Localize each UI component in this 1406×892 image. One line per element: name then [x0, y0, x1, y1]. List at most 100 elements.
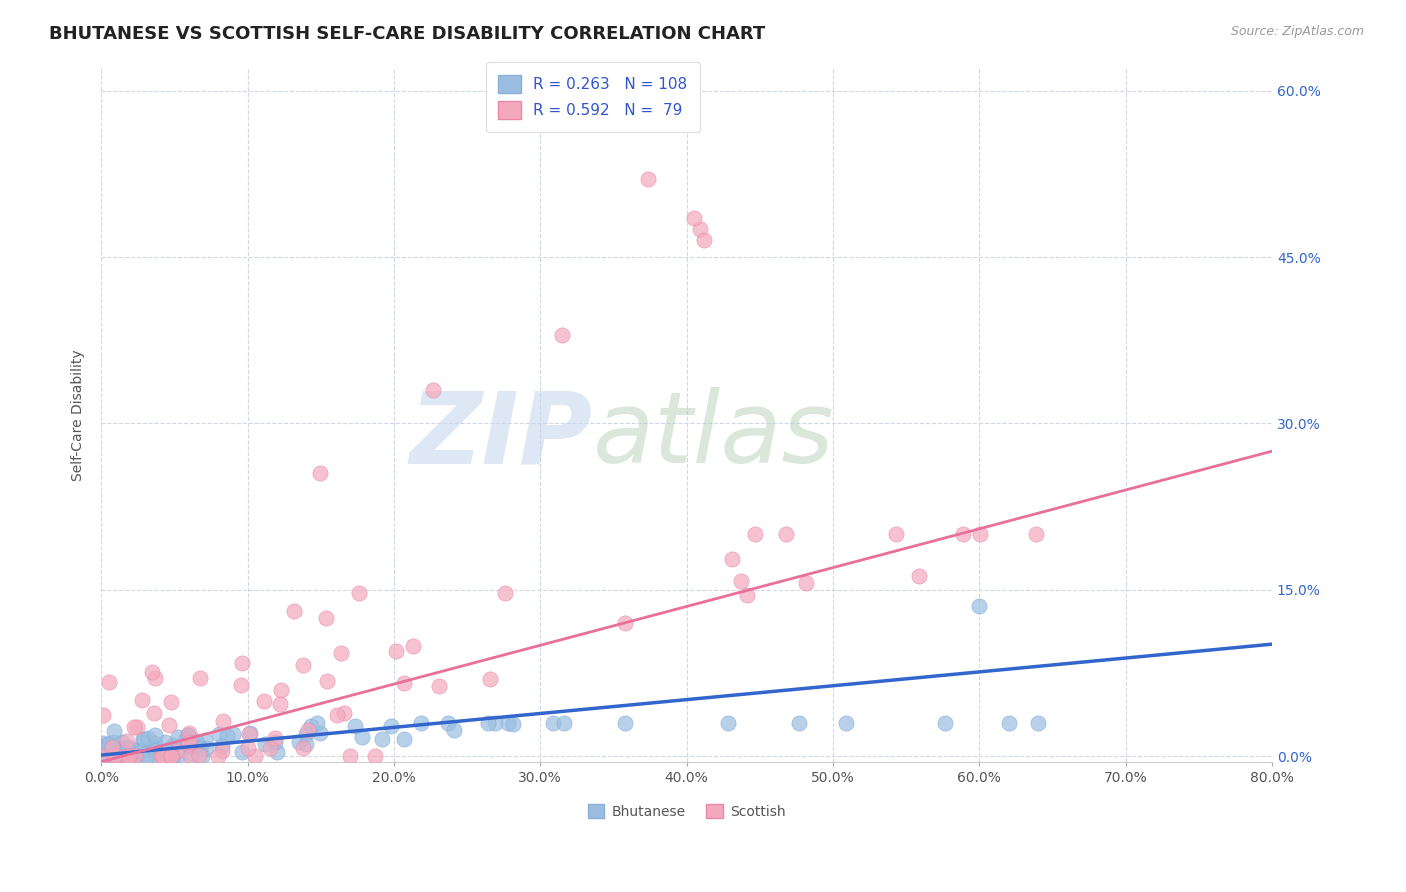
- Point: [934, 715, 956, 730]
- Point: [177, 739, 200, 753]
- Point: [117, 747, 139, 761]
- Point: [370, 731, 392, 746]
- Point: [682, 211, 704, 226]
- Point: [134, 747, 156, 761]
- Point: [908, 568, 931, 582]
- Point: [104, 749, 127, 764]
- Point: [952, 527, 974, 541]
- Point: [152, 749, 174, 764]
- Point: [145, 747, 167, 761]
- Point: [118, 740, 141, 755]
- Point: [494, 585, 516, 599]
- Point: [266, 745, 288, 759]
- Point: [392, 731, 415, 746]
- Point: [194, 740, 217, 755]
- Point: [103, 749, 125, 764]
- Y-axis label: Self-Care Disability: Self-Care Disability: [72, 350, 86, 481]
- Point: [111, 735, 134, 749]
- Point: [115, 740, 138, 755]
- Point: [187, 748, 209, 763]
- Point: [291, 658, 314, 673]
- Point: [744, 527, 766, 541]
- Point: [97, 737, 120, 751]
- Point: [231, 656, 253, 670]
- Point: [91, 736, 114, 750]
- Point: [160, 749, 183, 764]
- Point: [477, 715, 499, 730]
- Point: [166, 744, 188, 758]
- Point: [484, 715, 506, 730]
- Point: [236, 741, 259, 756]
- Point: [730, 574, 752, 589]
- Point: [93, 742, 115, 756]
- Point: [166, 731, 188, 745]
- Point: [254, 737, 277, 751]
- Point: [115, 747, 138, 761]
- Legend: Bhutanese, Scottish: Bhutanese, Scottish: [582, 798, 792, 824]
- Point: [252, 693, 274, 707]
- Point: [162, 739, 184, 753]
- Point: [107, 749, 129, 764]
- Point: [238, 727, 260, 741]
- Point: [101, 734, 124, 748]
- Point: [309, 467, 332, 481]
- Point: [142, 743, 165, 757]
- Point: [294, 737, 316, 751]
- Point: [94, 747, 117, 761]
- Point: [264, 731, 287, 745]
- Point: [339, 749, 361, 764]
- Point: [315, 611, 337, 625]
- Point: [176, 728, 198, 742]
- Point: [104, 748, 127, 763]
- Point: [385, 644, 408, 658]
- Point: [884, 527, 907, 541]
- Point: [380, 719, 402, 733]
- Point: [222, 727, 245, 741]
- Point: [108, 749, 131, 764]
- Point: [124, 748, 146, 763]
- Point: [141, 665, 163, 680]
- Point: [118, 749, 141, 764]
- Point: [184, 734, 207, 748]
- Point: [291, 741, 314, 756]
- Point: [103, 749, 125, 764]
- Point: [93, 743, 115, 757]
- Point: [91, 749, 114, 764]
- Point: [187, 739, 209, 753]
- Point: [735, 588, 758, 602]
- Point: [124, 749, 146, 764]
- Point: [93, 749, 115, 764]
- Point: [100, 749, 122, 764]
- Point: [211, 714, 233, 728]
- Point: [775, 527, 797, 541]
- Point: [112, 749, 135, 764]
- Point: [91, 749, 114, 764]
- Point: [394, 675, 416, 690]
- Point: [100, 749, 122, 764]
- Point: [717, 715, 740, 730]
- Point: [142, 706, 165, 720]
- Point: [153, 735, 176, 749]
- Point: [96, 747, 118, 762]
- Point: [101, 740, 124, 755]
- Point: [352, 730, 374, 744]
- Point: [131, 692, 153, 706]
- Point: [967, 599, 990, 614]
- Point: [157, 747, 180, 761]
- Point: [174, 732, 197, 747]
- Point: [243, 749, 266, 764]
- Point: [143, 740, 166, 755]
- Point: [332, 706, 354, 721]
- Point: [177, 737, 200, 751]
- Point: [143, 671, 166, 685]
- Point: [295, 727, 318, 741]
- Point: [122, 720, 145, 734]
- Point: [364, 749, 387, 764]
- Point: [1025, 527, 1047, 541]
- Point: [349, 586, 371, 600]
- Point: [721, 551, 744, 566]
- Point: [115, 749, 138, 764]
- Point: [689, 222, 711, 236]
- Point: [110, 749, 132, 764]
- Point: [97, 674, 120, 689]
